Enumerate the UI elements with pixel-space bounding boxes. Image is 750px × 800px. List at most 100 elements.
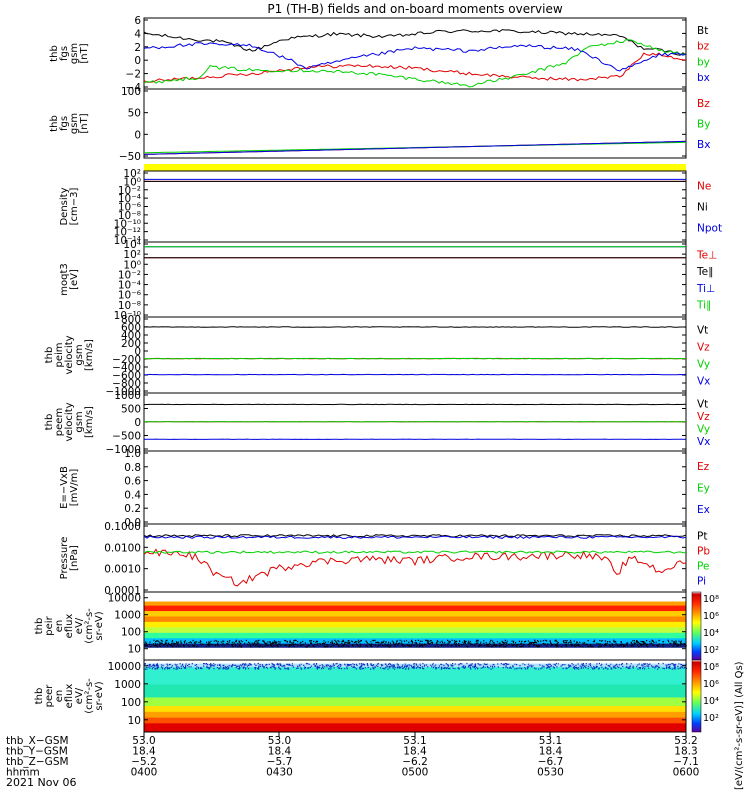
y-axis-label: velocity	[64, 335, 75, 374]
y-axis-label: gsm	[74, 411, 85, 432]
y-tick-label: 0.0001	[104, 585, 141, 597]
y-axis-label: peir	[44, 615, 55, 635]
legend-bz: bz	[697, 41, 710, 53]
colorbar-label: [eV/(cm²-s-sr-eV)] (All Qs)	[734, 661, 745, 790]
status-bar	[144, 164, 686, 171]
y-axis-label: peem	[54, 408, 65, 436]
y-tick-label: 0.6	[124, 476, 141, 488]
spectrogram-band	[144, 627, 686, 634]
y-axis-label: thb	[49, 45, 60, 62]
y-tick-label: 10⁴	[123, 239, 141, 251]
panel-3	[144, 164, 686, 171]
y-tick-label: 0.2	[124, 503, 141, 515]
y-tick-label: 10⁻⁴	[118, 193, 141, 205]
y-axis-label: Pressure	[59, 537, 70, 580]
date-label: 2021 Nov 06	[6, 776, 76, 789]
y-tick-label: 10000	[108, 661, 141, 673]
colorbar-strip	[691, 659, 702, 733]
y-axis-label: [cm−3]	[69, 188, 80, 226]
y-tick-label: 1.0	[124, 448, 141, 460]
y-tick-label: −2	[126, 69, 141, 81]
y-axis-label: moqt3	[59, 263, 70, 296]
series-line-Pb	[143, 548, 687, 587]
legend-Pe: Pe	[697, 561, 709, 573]
x-tick-label: 0500	[402, 767, 429, 779]
y-tick-label: 50	[128, 108, 141, 120]
colorbar-tick: 10⁸	[703, 662, 719, 673]
spectrogram-band	[144, 611, 686, 617]
colorbar: 10⁸ 10⁶ 10⁴ 10² 10⁸ 10⁶ 10⁴ 10² [eV/(cm²-s-sr-eV…	[691, 591, 745, 790]
y-axis-label: (cm²-s-	[84, 608, 95, 644]
y-axis-label: [km/s]	[84, 339, 95, 371]
legend-bx: bx	[697, 72, 710, 84]
y-tick-label: 1000	[114, 610, 141, 622]
x-row-label: thb_Y−GSM	[6, 746, 68, 758]
y-tick-label: 6	[134, 15, 141, 27]
x-tick-label: −6.7	[538, 756, 564, 768]
series-line-Pi	[143, 535, 687, 539]
y-tick-label: −1000	[105, 386, 141, 398]
y-axis-label: (cm²-s-	[84, 678, 95, 714]
y-axis-label: thb	[49, 115, 60, 132]
y-tick-label: 10⁻⁴	[118, 280, 141, 292]
series-line-bz	[143, 52, 687, 83]
x-tick-label: 18.3	[674, 746, 697, 758]
series-line-by	[143, 39, 686, 88]
panel-10: 10000 1000 100 10 thb peir en eflux eV/(cm²-s-sr…	[34, 591, 687, 661]
y-tick-label: 0	[134, 417, 141, 429]
x-tick-label: 18.4	[539, 746, 563, 758]
y-tick-label: 10⁻⁸	[118, 300, 141, 312]
y-axis-label: fgs	[59, 46, 70, 61]
legend-Ez: Ez	[697, 461, 710, 473]
y-axis-label: [eV]	[69, 269, 80, 290]
y-tick-label: 500	[121, 404, 141, 416]
y-axis-label: thb	[44, 414, 55, 431]
x-tick-label: 53.0	[132, 735, 155, 747]
series-line-Bx	[143, 140, 686, 155]
spectrogram-speckle	[144, 639, 687, 648]
y-tick-label: 100	[121, 697, 141, 709]
legend-Te⊥: Te⊥	[696, 249, 717, 261]
x-tick-label: −6.2	[402, 756, 428, 768]
panel-1: 64 20 −2−4 thb fgs gsm [nT] Bt bz by bx	[49, 15, 710, 94]
y-axis-label: Density	[59, 187, 70, 225]
y-tick-label: 1000	[114, 390, 141, 402]
x-row-label: thb_Z−GSM	[6, 756, 69, 768]
y-axis-label: E=−VxB	[59, 466, 70, 509]
y-axis-label: peim	[54, 342, 65, 367]
y-axis-label: peer	[44, 684, 55, 708]
spectrogram-band	[144, 643, 686, 649]
x-tick-label: −7.1	[673, 756, 699, 768]
legend-Ni: Ni	[697, 202, 708, 214]
x-tick-label: 0600	[673, 767, 700, 779]
y-axis-label: gsm	[69, 43, 80, 64]
x-row-label: hhmm	[6, 767, 40, 779]
y-tick-label: −600	[112, 370, 141, 382]
panel-frame	[143, 241, 687, 318]
y-tick-label: 10⁻²	[118, 185, 141, 197]
spectrogram-band	[144, 621, 686, 628]
y-tick-label: 10⁻⁶	[118, 290, 141, 302]
y-tick-label: 0.4	[124, 489, 141, 501]
y-axis-label: thb	[34, 688, 45, 705]
y-tick-label: 10000	[108, 593, 141, 605]
y-axis-label: velocity	[64, 402, 75, 441]
y-tick-label: 10²	[123, 249, 141, 261]
y-tick-label: 100	[121, 627, 141, 639]
y-tick-label: 0.8	[124, 462, 141, 474]
spectrogram-band	[144, 616, 686, 623]
y-tick-label: 10	[128, 644, 141, 656]
spectrogram-band	[144, 697, 686, 707]
y-axis-label: eV/	[74, 617, 85, 634]
spectrogram-band	[144, 706, 686, 713]
y-tick-label: 10⁻²	[118, 269, 141, 281]
legend-Vx: Vx	[697, 376, 710, 388]
legend-Vt: Vt	[697, 325, 708, 337]
panel-frame	[143, 450, 687, 525]
x-axis: thb_X−GSM 53.0 53.0 53.1 53.1 53.2 thb_Y−GSM 18…	[6, 732, 699, 779]
y-tick-label: 800	[121, 314, 141, 326]
y-tick-label: 10⁻¹⁴	[114, 235, 141, 247]
series-line-bx	[143, 42, 687, 72]
